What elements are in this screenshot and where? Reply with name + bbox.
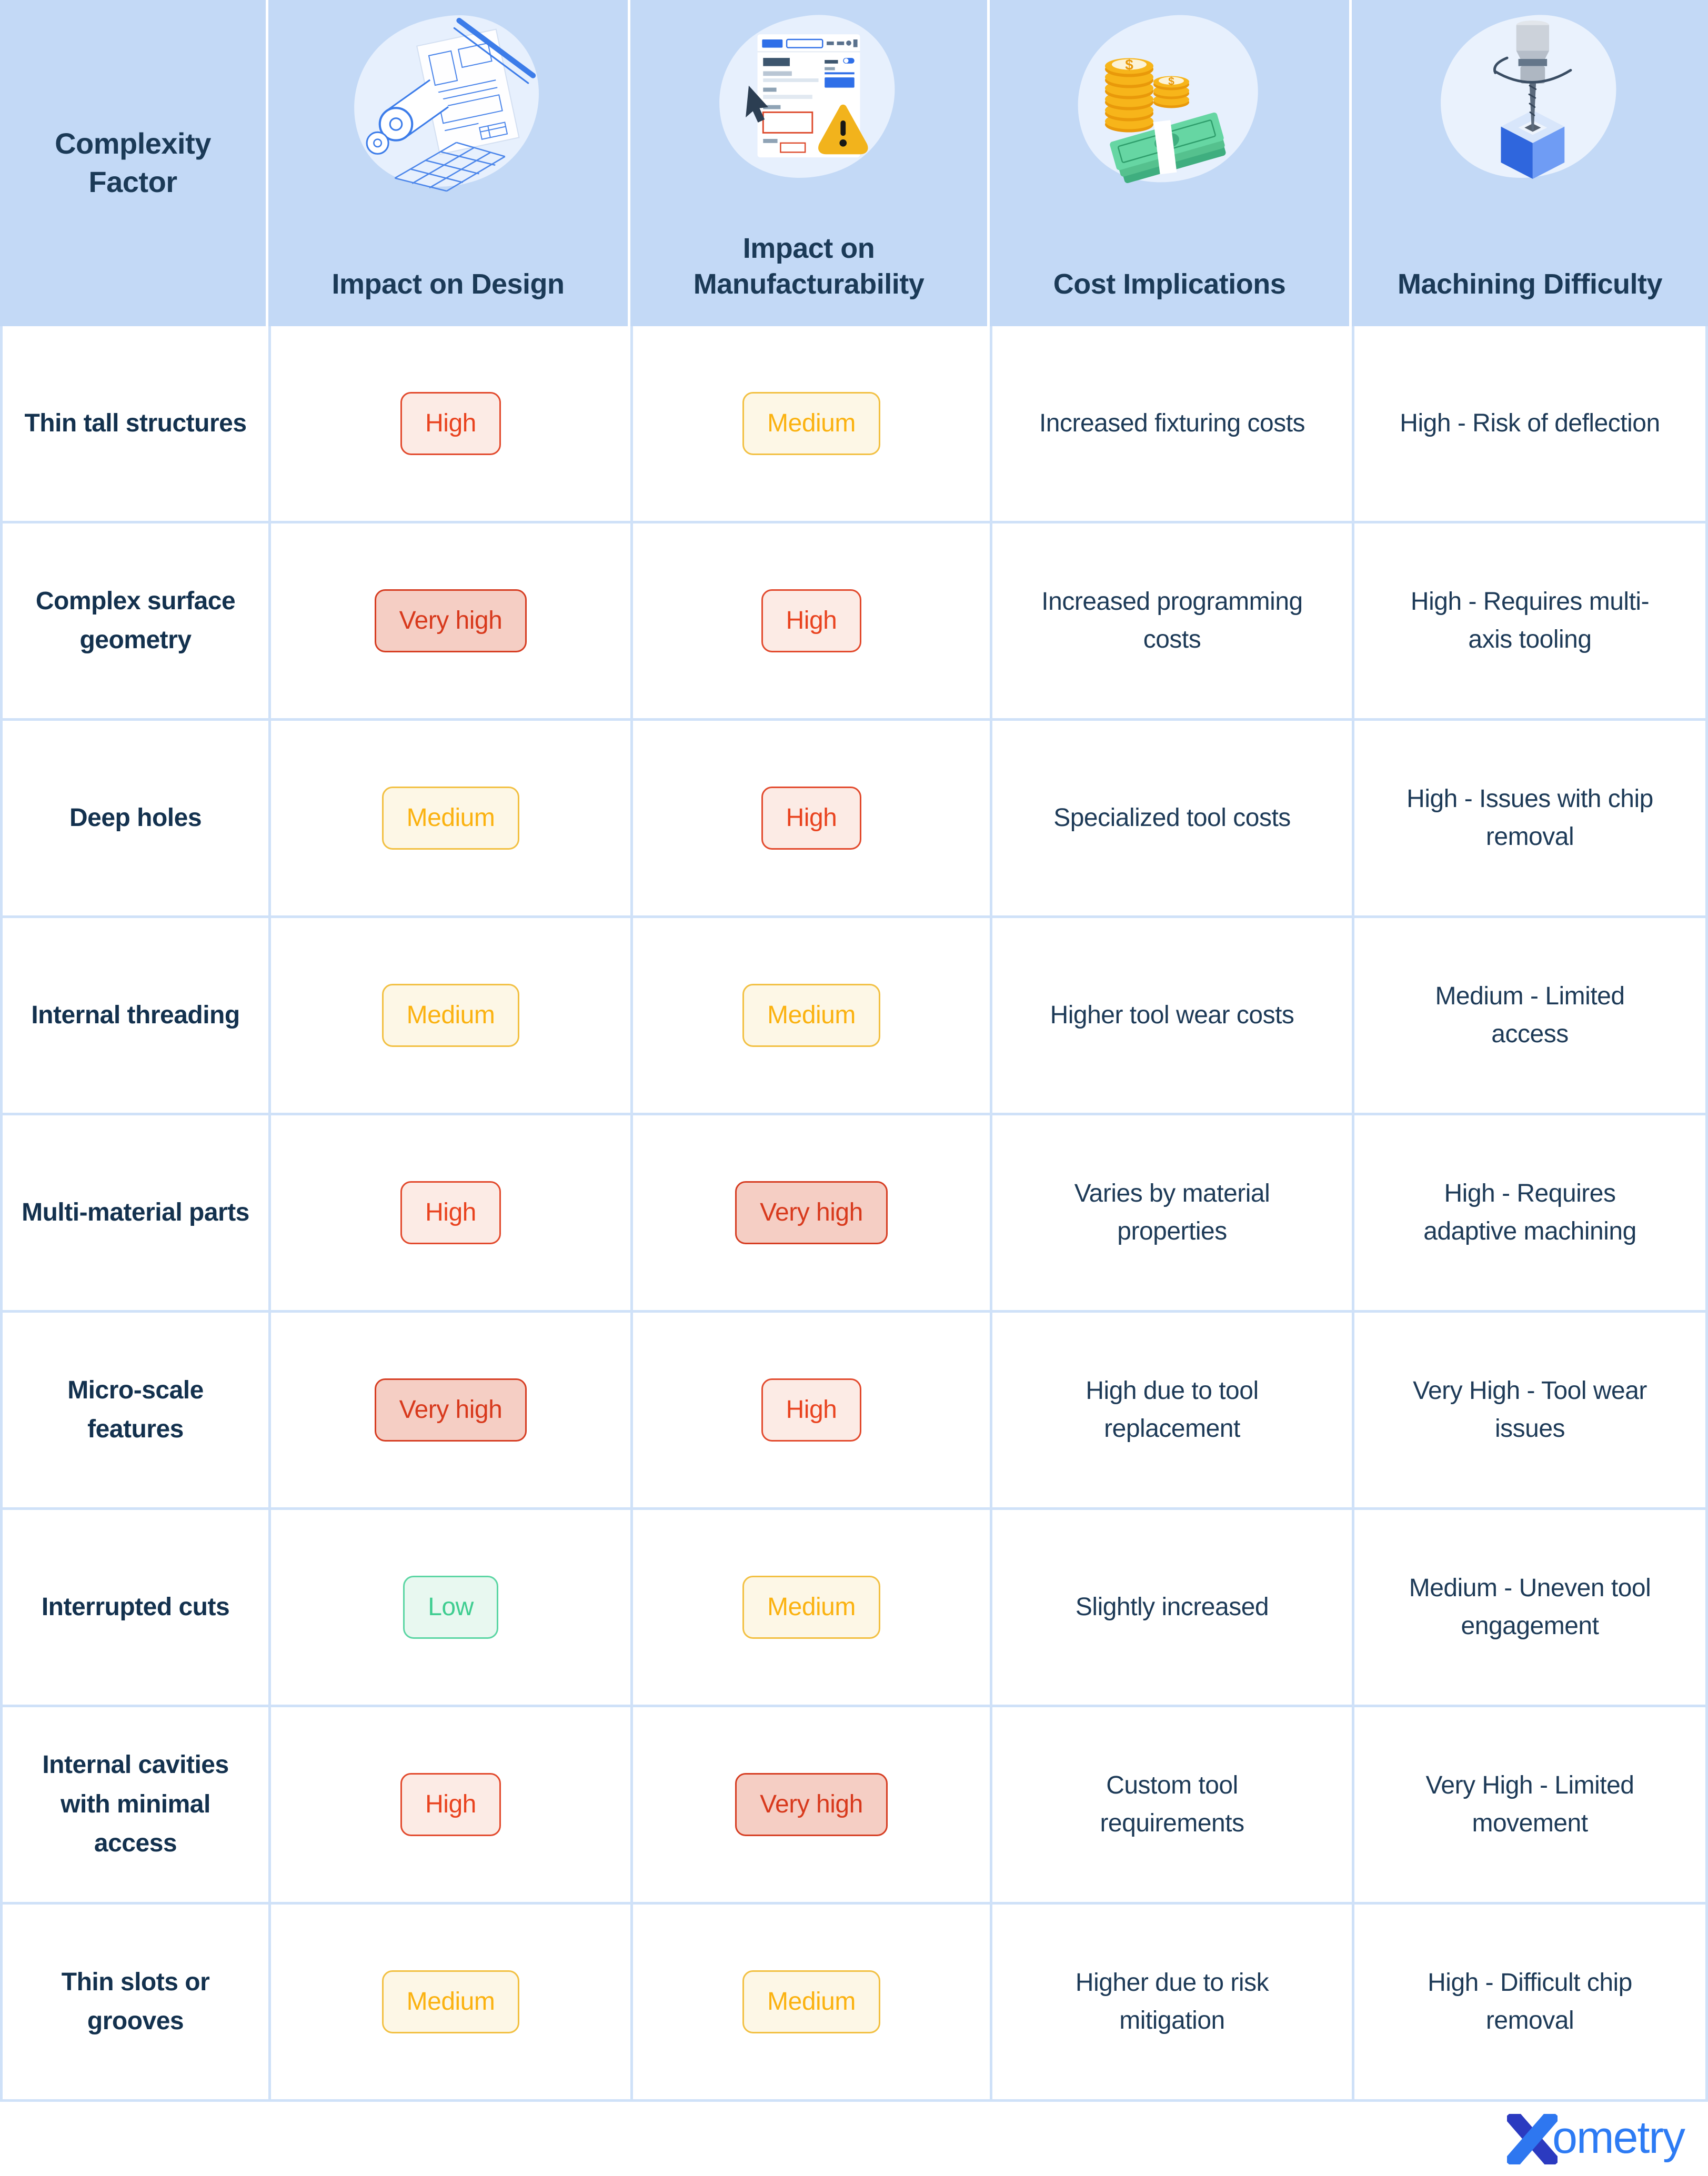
impact-manufacturability-cell: High xyxy=(633,721,990,915)
difficulty-cell: High - Requires adaptive machining xyxy=(1354,1115,1705,1310)
impact-manufacturability-cell: Medium xyxy=(633,1510,990,1705)
cost-cell: Slightly increased xyxy=(992,1510,1352,1705)
difficulty-cell: High - Risk of deflection xyxy=(1354,326,1705,521)
factor-cell: Internal threading xyxy=(3,918,268,1113)
status-badge: Very high xyxy=(735,1773,888,1836)
difficulty-cell: High - Requires multi-axis tooling xyxy=(1354,523,1705,718)
status-badge: Very high xyxy=(374,589,527,652)
impact-design-cell: Very high xyxy=(271,1313,630,1507)
impact-design-cell: Medium xyxy=(271,918,630,1113)
factor-cell: Complex surface geometry xyxy=(3,523,268,718)
status-badge: High xyxy=(761,1378,862,1442)
status-badge: Medium xyxy=(381,984,520,1047)
cost-cell: Increased fixturing costs xyxy=(992,326,1352,521)
column-header-label: Impact on Manufacturability xyxy=(693,233,925,300)
factor-cell: Interrupted cuts xyxy=(3,1510,268,1705)
cost-cell: Higher due to risk mitigation xyxy=(992,1905,1352,2099)
header-cell-impact-on-design: Impact on Design xyxy=(268,0,628,326)
impact-manufacturability-cell: Medium xyxy=(633,1905,990,2099)
cost-cell: Higher tool wear costs xyxy=(992,918,1352,1113)
status-badge: Medium xyxy=(742,1970,880,2033)
column-header-label: Complexity Factor xyxy=(55,127,211,198)
status-badge: Low xyxy=(403,1576,498,1639)
table-header-row: Complexity Factor xyxy=(0,0,1708,326)
cost-cell: Increased programming costs xyxy=(992,523,1352,718)
column-header-label: Machining Difficulty xyxy=(1398,268,1663,300)
status-badge: Medium xyxy=(742,984,880,1047)
header-cell-impact-on-manufacturability: Impact on Manufacturability xyxy=(630,0,987,326)
cost-cell: Custom tool requirements xyxy=(992,1707,1352,1902)
difficulty-cell: Very High - Tool wear issues xyxy=(1354,1313,1705,1507)
cost-cell: Varies by material properties xyxy=(992,1115,1352,1310)
status-badge: High xyxy=(400,392,501,455)
impact-manufacturability-cell: Medium xyxy=(633,326,990,521)
cnc-drill-icon xyxy=(1430,9,1630,192)
impact-manufacturability-cell: Very high xyxy=(633,1115,990,1310)
difficulty-cell: High - Issues with chip removal xyxy=(1354,721,1705,915)
difficulty-cell: Medium - Limited access xyxy=(1354,918,1705,1113)
impact-design-cell: High xyxy=(271,326,630,521)
header-cell-cost-implications: $ $ xyxy=(990,0,1349,326)
blueprint-drafting-icon xyxy=(343,9,554,202)
table-body: Thin tall structures High Medium Increas… xyxy=(0,326,1708,2102)
difficulty-cell: Very High - Limited movement xyxy=(1354,1707,1705,1902)
cash-coins-icon: $ $ xyxy=(1067,9,1272,197)
header-cell-machining-difficulty: Machining Difficulty xyxy=(1352,0,1708,326)
difficulty-cell: Medium - Uneven tool engagement xyxy=(1354,1510,1705,1705)
factor-cell: Internal cavities with minimal access xyxy=(3,1707,268,1902)
cost-cell: Specialized tool costs xyxy=(992,721,1352,915)
difficulty-cell: High - Difficult chip removal xyxy=(1354,1905,1705,2099)
status-badge: Medium xyxy=(742,1576,880,1639)
status-badge: High xyxy=(761,787,862,850)
impact-manufacturability-cell: High xyxy=(633,523,990,718)
svg-text:$: $ xyxy=(1168,76,1174,88)
status-badge: Medium xyxy=(381,787,520,850)
impact-design-cell: High xyxy=(271,1707,630,1902)
logo-wordmark: ometry xyxy=(1552,2112,1685,2163)
status-badge: Medium xyxy=(381,1970,520,2033)
impact-manufacturability-cell: Medium xyxy=(633,918,990,1113)
factor-cell: Thin tall structures xyxy=(3,326,268,521)
impact-design-cell: Medium xyxy=(271,721,630,915)
status-badge: High xyxy=(761,589,862,652)
svg-text:$: $ xyxy=(1125,57,1133,73)
dfm-warning-icon xyxy=(709,9,909,192)
impact-design-cell: Low xyxy=(271,1510,630,1705)
impact-manufacturability-cell: High xyxy=(633,1313,990,1507)
status-badge: High xyxy=(400,1773,501,1836)
cost-cell: High due to tool replacement xyxy=(992,1313,1352,1507)
status-badge: Medium xyxy=(742,392,880,455)
status-badge: High xyxy=(400,1181,501,1244)
column-header-label: Impact on Design xyxy=(331,268,565,300)
factor-cell: Micro-scale features xyxy=(3,1313,268,1507)
column-header-label: Cost Implications xyxy=(1053,268,1286,300)
factor-cell: Thin slots or grooves xyxy=(3,1905,268,2099)
factor-cell: Deep holes xyxy=(3,721,268,915)
xometry-logo: ometry xyxy=(1507,2112,1685,2165)
xometry-x-icon xyxy=(1507,2113,1558,2164)
impact-design-cell: Very high xyxy=(271,523,630,718)
status-badge: Very high xyxy=(374,1378,527,1442)
factor-cell: Multi-material parts xyxy=(3,1115,268,1310)
impact-design-cell: High xyxy=(271,1115,630,1310)
impact-design-cell: Medium xyxy=(271,1905,630,2099)
footer: ometry xyxy=(0,2102,1708,2176)
status-badge: Very high xyxy=(735,1181,888,1244)
header-cell-complexity-factor: Complexity Factor xyxy=(0,0,266,326)
impact-manufacturability-cell: Very high xyxy=(633,1707,990,1902)
